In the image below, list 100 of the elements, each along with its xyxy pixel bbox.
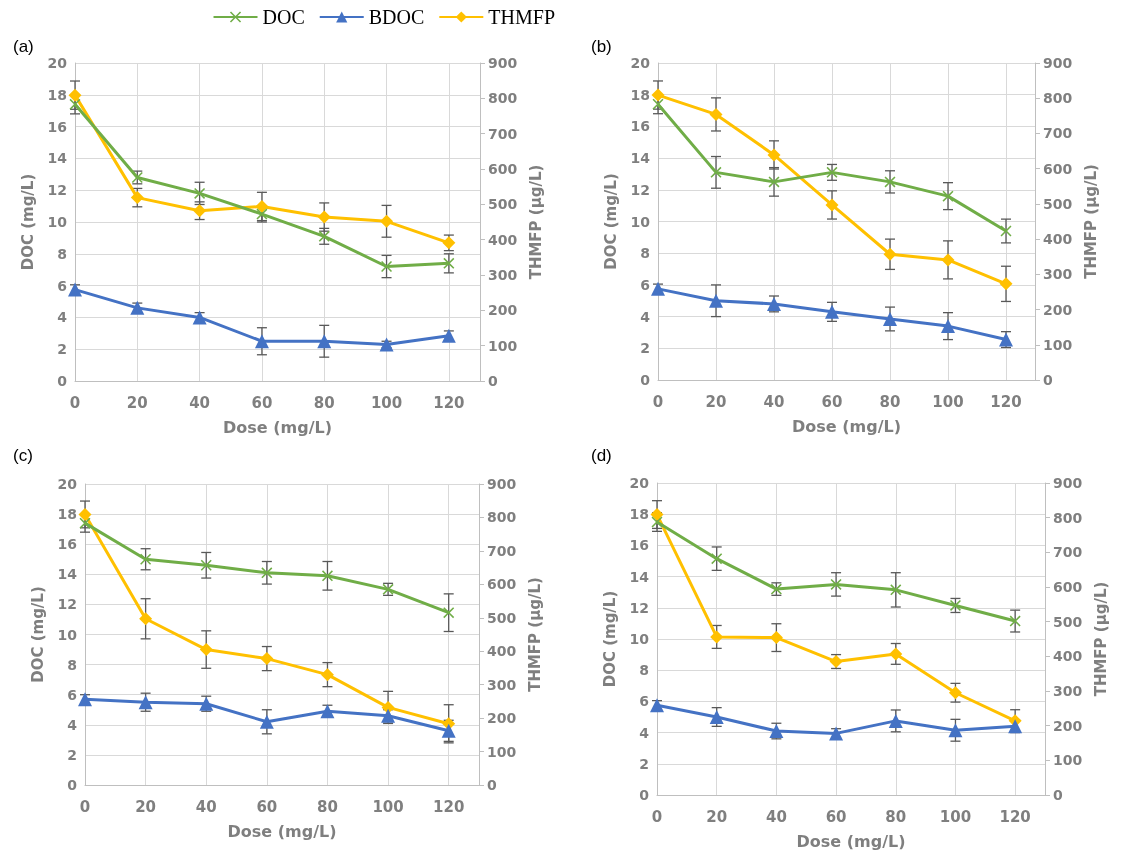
- y2-axis-title: THMFP (μg/L): [1081, 164, 1100, 279]
- y-tick-label: 2: [639, 755, 649, 772]
- legend-label: THMFP: [488, 6, 556, 28]
- chart-title: (a): [13, 37, 34, 56]
- y-tick-label: 20: [630, 55, 651, 71]
- y-tick-label: 6: [57, 277, 67, 294]
- y2-axis-title: THMFP (μg/L): [1091, 581, 1110, 697]
- y-tick-label: 14: [630, 150, 651, 167]
- y2-tick-label: 400: [1053, 648, 1083, 665]
- y2-tick-label: 600: [1053, 579, 1083, 595]
- x-axis-title: Dose (mg/L): [227, 821, 337, 841]
- point: [130, 191, 144, 205]
- y-tick-label: 4: [640, 308, 651, 325]
- y-tick-label: 12: [630, 181, 650, 198]
- x-tick-label: 60: [251, 393, 273, 412]
- x-tick-label: 100: [939, 807, 972, 826]
- point: [130, 300, 145, 315]
- legend-label: DOC: [262, 6, 305, 28]
- y2-tick-label: 400: [487, 643, 517, 660]
- x-tick-label: 20: [126, 393, 148, 412]
- x-tick-label: 40: [765, 807, 787, 826]
- y2-axis-title: THMFP (μg/L): [525, 577, 544, 692]
- y-tick-label: 2: [67, 746, 77, 763]
- y-tick-label: 6: [640, 276, 650, 293]
- y-tick-label: 18: [629, 506, 649, 523]
- point: [320, 668, 334, 682]
- y2-tick-label: 500: [1053, 613, 1083, 630]
- y-tick-label: 16: [47, 118, 67, 135]
- y-tick-label: 0: [640, 372, 651, 388]
- point: [890, 584, 902, 596]
- x-tick-label: 0: [79, 797, 91, 816]
- point: [68, 282, 82, 297]
- point: [1000, 225, 1012, 237]
- y-tick-label: 10: [629, 631, 650, 647]
- y2-tick-label: 800: [488, 90, 518, 107]
- y2-tick-label: 800: [487, 509, 517, 526]
- y-tick-label: 20: [57, 476, 78, 492]
- point: [441, 328, 456, 343]
- y-tick-label: 4: [67, 716, 78, 733]
- y2-tick-label: 200: [1053, 717, 1083, 734]
- y-tick-label: 10: [57, 626, 78, 643]
- point: [199, 643, 213, 657]
- point: [942, 190, 954, 202]
- point: [769, 631, 783, 645]
- point: [650, 698, 664, 713]
- x-axis-title: Dose (mg/L): [796, 831, 906, 851]
- point: [711, 553, 723, 565]
- y2-tick-label: 100: [487, 743, 517, 760]
- x-tick-label: 40: [763, 392, 785, 411]
- point: [888, 713, 903, 728]
- y-axis-title: DOC (mg/L): [601, 173, 620, 270]
- y2-tick-label: 300: [488, 267, 518, 283]
- y2-tick-label: 700: [1053, 544, 1083, 561]
- x-tick-label: 60: [256, 797, 278, 816]
- y-tick-label: 0: [639, 787, 650, 803]
- point: [709, 107, 723, 121]
- x-tick-label: 40: [189, 393, 211, 412]
- point: [381, 261, 393, 273]
- y2-tick-label: 400: [1043, 231, 1073, 248]
- point: [941, 319, 955, 334]
- point: [825, 304, 839, 319]
- y2-tick-label: 100: [1043, 336, 1073, 353]
- point: [140, 553, 152, 565]
- x-tick-label: 40: [195, 797, 217, 816]
- y2-tick-label: 100: [488, 337, 518, 354]
- y2-tick-label: 700: [1043, 125, 1073, 142]
- y2-tick-label: 200: [488, 302, 518, 319]
- x-tick-label: 100: [370, 393, 403, 412]
- x-tick-label: 100: [932, 392, 964, 411]
- point: [830, 578, 842, 590]
- x-tick-label: 20: [135, 797, 157, 816]
- point: [651, 88, 665, 102]
- point: [259, 714, 274, 729]
- point: [441, 723, 456, 738]
- y-axis-title: DOC (mg/L): [28, 586, 47, 683]
- y-tick-label: 0: [67, 777, 78, 793]
- x-axis-title: Dose (mg/L): [791, 416, 902, 436]
- y2-tick-label: 0: [488, 373, 498, 389]
- y-tick-label: 10: [47, 214, 68, 230]
- x-tick-label: 20: [705, 392, 727, 411]
- x-tick-label: 120: [433, 393, 465, 412]
- point: [941, 253, 955, 267]
- x-tick-label: 80: [879, 392, 901, 411]
- point: [69, 98, 81, 110]
- y2-tick-label: 500: [1043, 195, 1073, 212]
- point: [255, 199, 269, 213]
- y2-tick-label: 900: [1043, 55, 1073, 71]
- point: [709, 710, 724, 724]
- point: [380, 214, 394, 228]
- y-tick-label: 20: [47, 55, 68, 71]
- point: [79, 517, 91, 529]
- y-tick-label: 6: [639, 693, 649, 710]
- y2-tick-label: 100: [1053, 752, 1083, 769]
- y2-tick-label: 500: [488, 196, 518, 213]
- y2-tick-label: 900: [487, 476, 517, 492]
- y2-tick-label: 700: [487, 542, 517, 559]
- point: [651, 281, 665, 296]
- y2-tick-label: 600: [1043, 160, 1073, 177]
- point: [68, 88, 82, 102]
- point: [78, 692, 92, 707]
